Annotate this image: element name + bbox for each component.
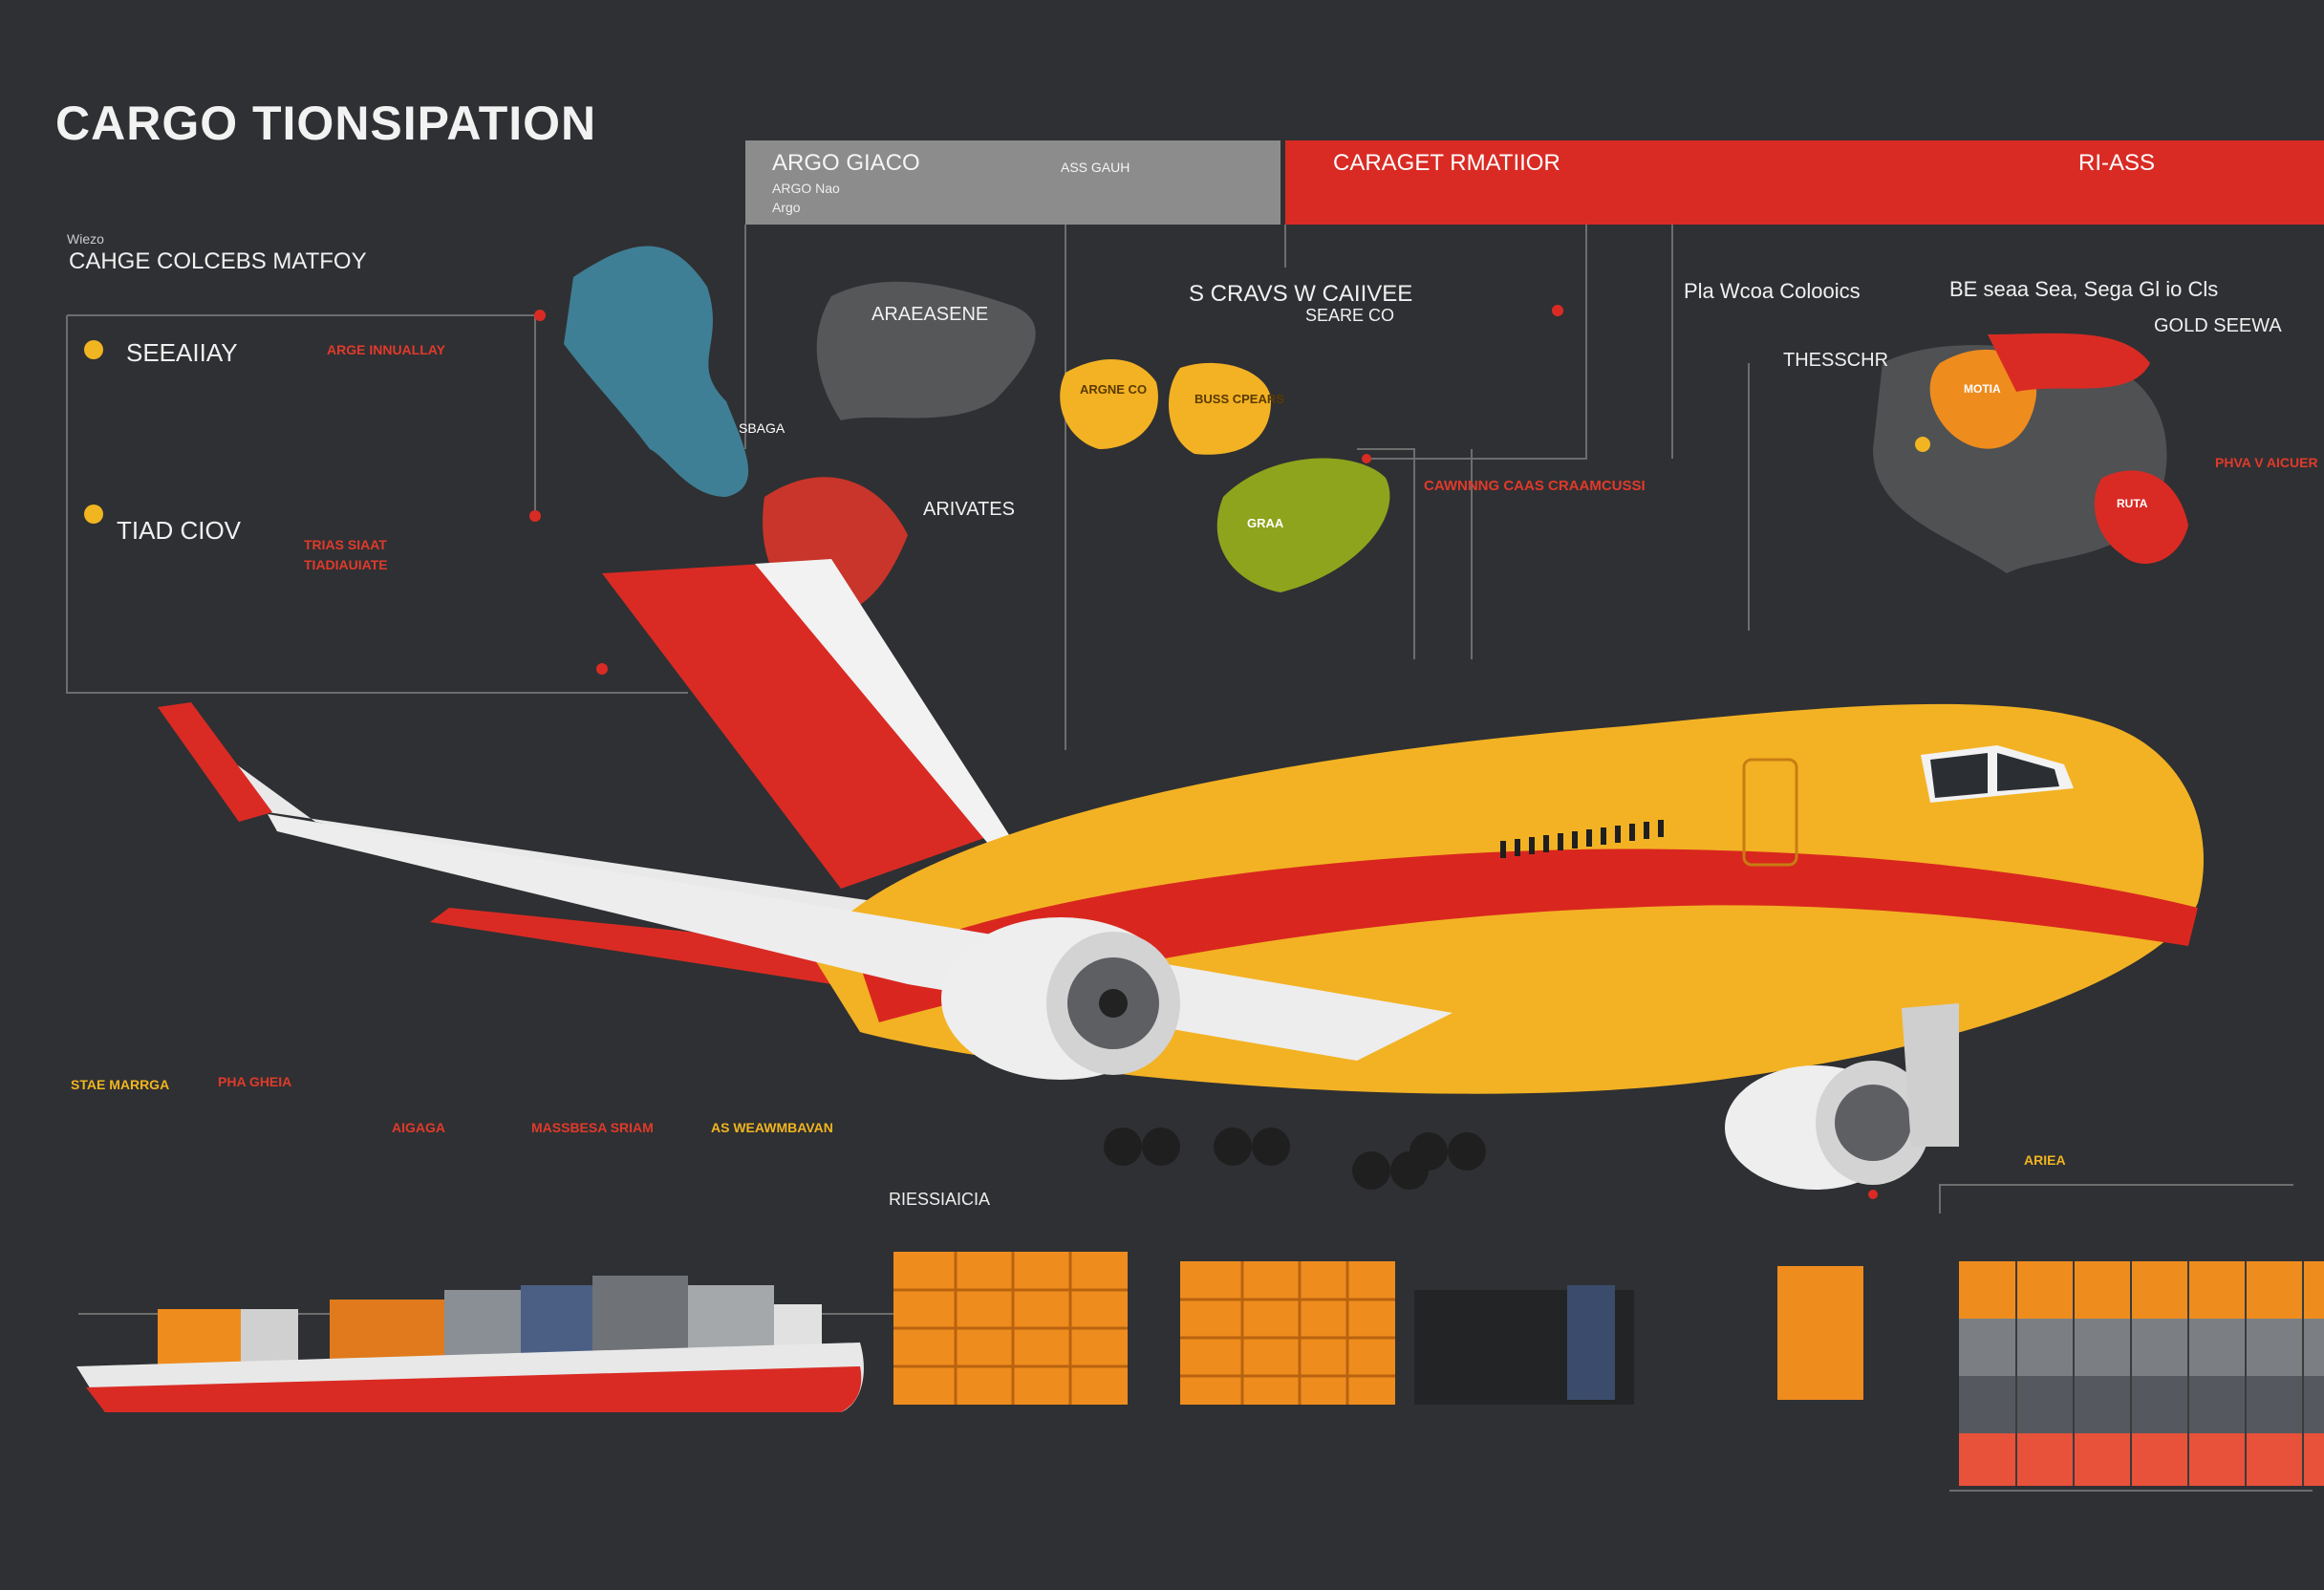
left-kicker: Wiezo [67,231,104,247]
yellow-blob-1-label: ARGNE CO [1080,382,1148,397]
pla-label: Pla Wcoa Colooics [1684,279,1861,303]
green-blob-label: GRAA [1247,516,1284,530]
low-label-1: STAE MARRGA [71,1077,170,1092]
left-heading: CAHGE COLCEBS MATFOY [69,248,367,274]
gold-label: GOLD SEEWA [2154,315,2282,336]
grey-panel-title: ARGO GIACO [772,150,920,176]
the-label: THESSCHR [1783,350,1889,371]
mid-red-heading: CAWNNNG CAAS CRAAMCUSSI [1424,478,1646,494]
trad-red-label: TRIAS SIAAT TIADIAUIATE [304,537,388,572]
scravs-label: S CRAVS W CAIIVEE [1189,281,1413,307]
ariea-label: ARIEA [2024,1152,2066,1168]
low-label-3: AIGAGA [392,1120,445,1135]
low-label-5: AS WEAWMBAVAN [711,1120,833,1135]
yellow-blob-2-label: BUSS CPEARS [1194,392,1284,406]
right-red-label: PHVA V AICUER [2215,455,2318,470]
area-label: ARAEASENE [872,304,989,325]
low-label-2: PHA GHEIA [218,1074,292,1089]
page-title: CARGO TIONSIPATION [55,97,597,150]
grey-panel-right-title: ASS GAUH [1061,160,1130,175]
trad-label: TIAD CIOV [117,516,242,545]
sbaga-label: SBAGA [739,420,785,436]
sea-red-label: ARGE INNUALLAY [327,342,445,357]
riedia-label: RIESSIAICIA [889,1190,991,1209]
header-grey-panel: ARGO GIACO ARGO Nao Argo ASS GAUH [745,140,1280,225]
seare-label: SEARE CO [1305,306,1395,325]
be-label: BE seaa Sea, Sega Gl io Cls [1949,277,2219,301]
grey-panel-sub2: Argo [772,200,801,215]
arrow-label: ARIVATES [923,499,1015,520]
sea-label: SEEAIIAY [126,338,238,367]
grey-panel-sub1: ARGO Nao [772,181,840,196]
low-label-4: MASSBESA SRIAM [531,1120,654,1135]
red-panel-title: CARAGET RMATIIOR [1333,150,1560,176]
red-panel-right-title: RI-ASS [2078,150,2156,176]
header-red-panel: CARAGET RMATIIOR RI-ASS [1285,140,2324,225]
orange-right-blob-label: MOTIA [1964,382,2001,396]
red-right-blob-label: RUTA [2117,497,2148,510]
